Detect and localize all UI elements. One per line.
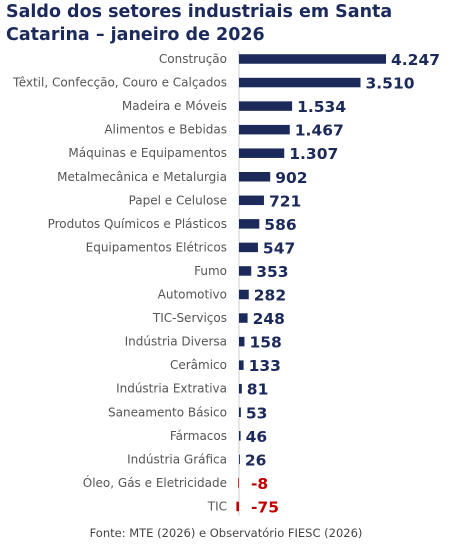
bar — [239, 54, 386, 64]
value-label: 3.510 — [365, 75, 414, 93]
category-label: Metalmecânica e Metalurgia — [57, 170, 227, 184]
value-label: 26 — [245, 451, 267, 469]
bar — [239, 242, 258, 253]
bar — [239, 431, 241, 441]
category-label: Madeira e Móveis — [122, 99, 227, 113]
value-label: 53 — [246, 404, 268, 422]
value-label: 353 — [256, 263, 288, 281]
category-label: Construção — [159, 52, 227, 66]
value-label: 1.534 — [297, 98, 346, 116]
category-label: Fumo — [194, 264, 227, 278]
category-label: Saneamento Básico — [108, 405, 227, 419]
category-label: TIC — [207, 499, 227, 513]
category-label: Indústria Diversa — [125, 335, 227, 349]
category-label: Têxtil, Confecção, Couro e Calçados — [12, 76, 227, 90]
bar — [239, 195, 264, 206]
bar — [239, 124, 290, 135]
category-label: Indústria Extrativa — [116, 382, 227, 396]
bar — [239, 101, 293, 111]
category-label: Máquinas e Equipamentos — [68, 146, 227, 160]
value-label: 586 — [264, 216, 296, 234]
chart-title-line-2: Catarina – janeiro de 2026 — [6, 25, 265, 45]
bar — [239, 336, 245, 347]
bar — [239, 454, 240, 465]
bar — [239, 266, 252, 276]
category-label: Automotivo — [158, 288, 227, 302]
chart-title: Saldo dos setores industriais em Santa C… — [6, 1, 446, 47]
bar — [239, 289, 249, 300]
bar — [238, 478, 239, 488]
category-label: Óleo, Gás e Eletricidade — [83, 475, 227, 490]
bar — [239, 313, 248, 323]
bar — [239, 360, 244, 370]
value-label: 4.247 — [391, 51, 440, 69]
value-label: -75 — [251, 498, 279, 516]
value-label: 1.307 — [289, 145, 338, 163]
bar — [239, 407, 241, 417]
value-label: 282 — [254, 287, 286, 305]
value-label: 721 — [269, 192, 301, 210]
category-label: Equipamentos Elétricos — [86, 240, 227, 254]
category-label: Alimentos e Bebidas — [104, 123, 227, 137]
value-label: 81 — [247, 381, 269, 399]
value-label: 133 — [249, 357, 281, 375]
category-label: Fármacos — [170, 429, 227, 443]
value-label: 547 — [263, 239, 295, 257]
bar — [239, 172, 271, 182]
bar — [239, 383, 242, 394]
category-label: Indústria Gráfica — [127, 452, 227, 466]
category-label: Produtos Químicos e Plásticos — [48, 217, 227, 231]
value-label: 248 — [253, 310, 285, 328]
value-label: 158 — [249, 334, 281, 352]
value-label: -8 — [251, 475, 268, 493]
bar-chart: Construção 4.247 Têxtil, Confecção, Couro … — [12, 51, 440, 516]
bar — [239, 77, 361, 88]
value-label: 1.467 — [295, 122, 344, 140]
bar — [239, 219, 260, 229]
bar — [239, 148, 285, 158]
bar — [236, 501, 239, 512]
value-label: 902 — [275, 169, 307, 187]
category-label: TIC-Serviços — [152, 311, 227, 325]
value-label: 46 — [246, 428, 268, 446]
source-note: Fonte: MTE (2026) e Observatório FIESC (… — [89, 526, 363, 540]
category-label: Cerâmico — [170, 358, 227, 372]
category-label: Papel e Celulose — [129, 193, 227, 207]
chart-title-line-1: Saldo dos setores industriais em Santa — [6, 2, 393, 22]
